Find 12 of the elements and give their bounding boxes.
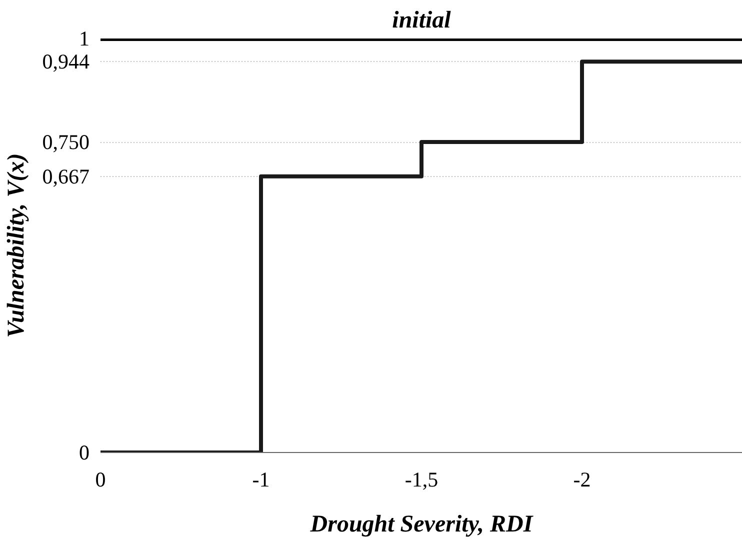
y-tick-label: 0,750 [42,130,90,154]
x-tick-label: -1,5 [404,468,438,492]
y-tick-label: 0,944 [42,50,90,74]
chart-title: initial [392,8,452,34]
y-tick-label: 1 [79,26,90,50]
y-axis-title: Vulnerability, V(x) [3,153,30,338]
y-tick-label: 0 [79,440,90,464]
x-axis-title: Drought Severity, RDI [309,512,534,538]
y-tick-label: 0,667 [42,164,90,188]
x-tick-label: -1 [252,468,270,492]
x-tick-label: -2 [573,468,591,492]
x-tick-label: 0 [95,468,106,492]
